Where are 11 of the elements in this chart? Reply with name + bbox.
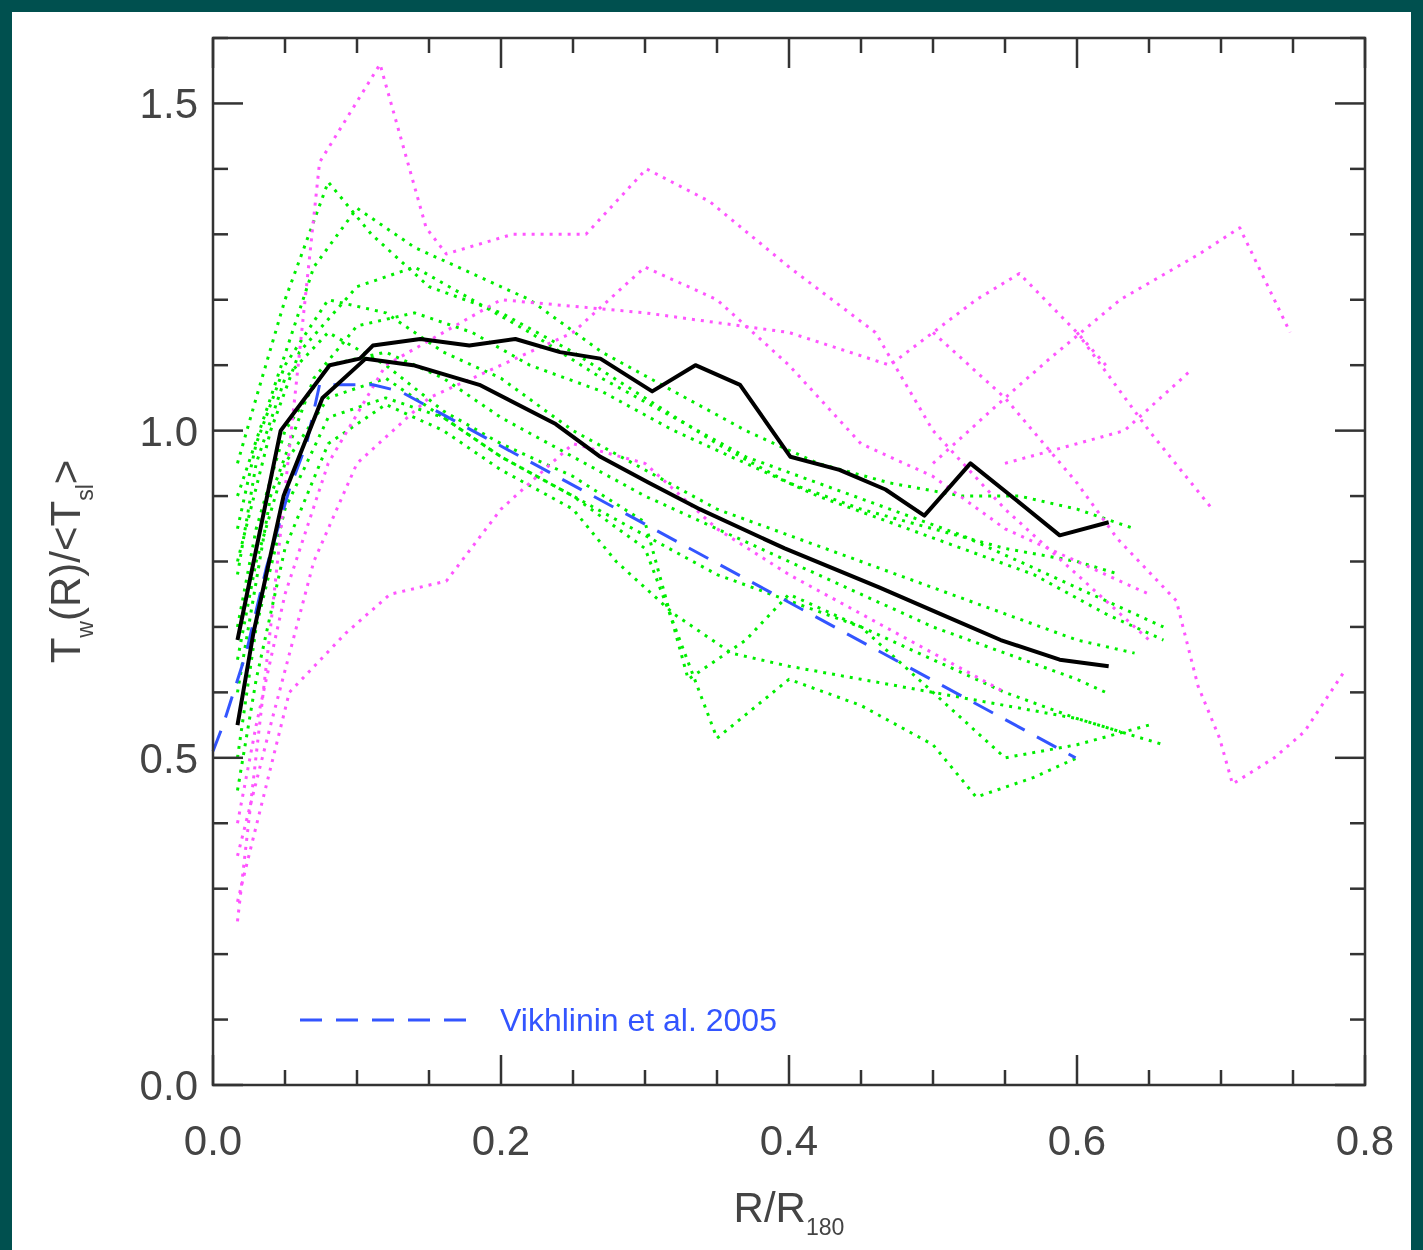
y-tick-label: 0.0: [139, 1062, 198, 1109]
x-tick-label: 0.4: [759, 1117, 819, 1164]
x-tick-label: 0.8: [1335, 1117, 1395, 1164]
text: Vikhlinin et al. 2005: [500, 1002, 777, 1038]
y-tick-label: 0.5: [139, 734, 198, 782]
y-tick-label: 1.5: [139, 80, 198, 128]
y-tick-label: 1.0: [139, 407, 198, 455]
x-axis-title: R/R$_{180}$: [733, 1184, 845, 1240]
x-tick-label: 0.6: [1047, 1117, 1107, 1164]
x-tick-label: 0.0: [183, 1117, 243, 1164]
x-tick-label: 0.2: [471, 1117, 531, 1164]
